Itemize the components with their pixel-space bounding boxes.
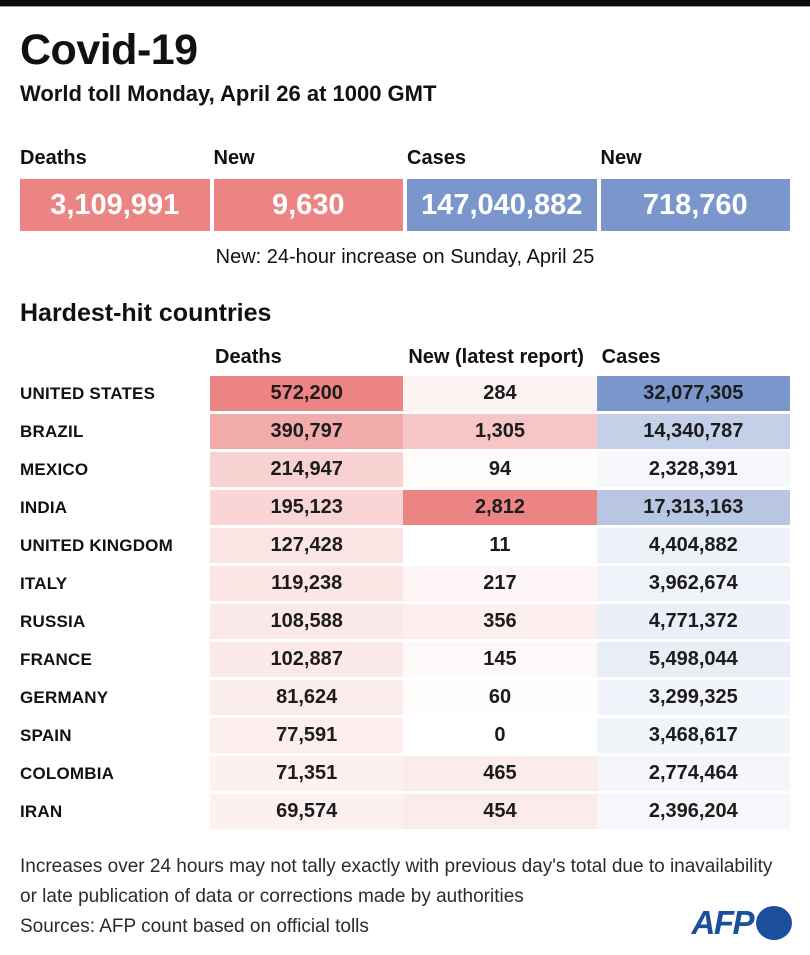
- cases-cell: 32,077,305: [596, 376, 790, 412]
- deaths-cell: 81,624: [210, 680, 404, 716]
- country-label: SPAIN: [20, 725, 72, 745]
- summary-value-new-deaths: 9,630: [213, 179, 403, 232]
- afp-logo: AFP: [691, 904, 792, 942]
- summary-label-new-deaths: New: [213, 147, 255, 170]
- deaths-cell: 108,588: [210, 604, 404, 640]
- country-label: GERMANY: [20, 687, 109, 707]
- country-label: BRAZIL: [20, 421, 84, 441]
- cases-cell: 14,340,787: [596, 414, 790, 450]
- country-label: INDIA: [20, 497, 68, 517]
- country-label: IRAN: [20, 801, 63, 821]
- cases-cell: 3,299,325: [596, 680, 790, 716]
- table-row: INDIA 195,123 2,812 17,313,163: [20, 490, 790, 526]
- cases-cell: 2,328,391: [596, 452, 790, 488]
- afp-globe-icon: [756, 906, 792, 940]
- table-row: MEXICO 214,947 94 2,328,391: [20, 452, 790, 488]
- deaths-cell: 119,238: [210, 566, 404, 602]
- new-cell: 217: [403, 566, 597, 602]
- country-label: MEXICO: [20, 459, 89, 479]
- deaths-cell: 572,200: [210, 376, 404, 412]
- footer-note-line1: Increases over 24 hours may not tally ex…: [20, 856, 773, 878]
- summary-section: Deaths 3,109,991 New 9,630 Cases 147,040…: [20, 147, 790, 232]
- new-definition-note: New: 24-hour increase on Sunday, April 2…: [215, 246, 595, 269]
- new-cell: 465: [403, 756, 597, 792]
- deaths-cell: 390,797: [210, 414, 404, 450]
- new-cell: 145: [403, 642, 597, 678]
- summary-label-cases: Cases: [407, 147, 466, 170]
- country-label: RUSSIA: [20, 611, 86, 631]
- new-cell: 2,812: [403, 490, 597, 526]
- new-cell: 11: [403, 528, 597, 564]
- table-row: FRANCE 102,887 145 5,498,044: [20, 642, 790, 678]
- summary-label-new-cases: New: [600, 147, 642, 170]
- table-row: GERMANY 81,624 60 3,299,325: [20, 680, 790, 716]
- deaths-cell: 195,123: [210, 490, 404, 526]
- table-row: UNITED STATES 572,200 284 32,077,305: [20, 376, 790, 412]
- summary-value-deaths: 3,109,991: [20, 179, 210, 232]
- page-subtitle: World toll Monday, April 26 at 1000 GMT: [20, 81, 437, 107]
- table-row: RUSSIA 108,588 356 4,771,372: [20, 604, 790, 640]
- footer-sources: Sources: AFP count based on official tol…: [20, 916, 369, 938]
- summary-cases-new: New 718,760: [600, 147, 790, 232]
- afp-logo-text: AFP: [691, 904, 755, 941]
- cases-cell: 2,396,204: [596, 794, 790, 830]
- deaths-cell: 69,574: [210, 794, 404, 830]
- deaths-cell: 214,947: [210, 452, 404, 488]
- table-row: ITALY 119,238 217 3,962,674: [20, 566, 790, 602]
- section-title: Hardest-hit countries: [20, 299, 272, 328]
- new-cell: 0: [403, 718, 597, 754]
- new-cell: 356: [403, 604, 597, 640]
- header-new: New (latest report): [408, 346, 584, 369]
- countries-table: Deaths New (latest report) Cases UNITED …: [20, 346, 790, 830]
- country-label: UNITED KINGDOM: [20, 535, 173, 555]
- footer-notes: Increases over 24 hours may not tally ex…: [20, 852, 790, 942]
- top-bar: [0, 0, 810, 7]
- table-header-row: Deaths New (latest report) Cases: [20, 346, 790, 369]
- summary-deaths-total: Deaths 3,109,991: [20, 147, 210, 232]
- deaths-cell: 102,887: [210, 642, 404, 678]
- cases-cell: 4,404,882: [596, 528, 790, 564]
- table-row: SPAIN 77,591 0 3,468,617: [20, 718, 790, 754]
- deaths-cell: 127,428: [210, 528, 404, 564]
- cases-cell: 2,774,464: [596, 756, 790, 792]
- header-deaths: Deaths: [215, 346, 282, 369]
- summary-cases-total: Cases 147,040,882: [407, 147, 597, 232]
- summary-label-deaths: Deaths: [20, 147, 87, 170]
- table-row: IRAN 69,574 454 2,396,204: [20, 794, 790, 830]
- table-row: BRAZIL 390,797 1,305 14,340,787: [20, 414, 790, 450]
- cases-cell: 3,962,674: [596, 566, 790, 602]
- new-cell: 94: [403, 452, 597, 488]
- header-country-spacer: [20, 346, 210, 369]
- deaths-cell: 71,351: [210, 756, 404, 792]
- table-row: UNITED KINGDOM 127,428 11 4,404,882: [20, 528, 790, 564]
- new-cell: 454: [403, 794, 597, 830]
- table-row: COLOMBIA 71,351 465 2,774,464: [20, 756, 790, 792]
- new-cell: 284: [403, 376, 597, 412]
- cases-cell: 4,771,372: [596, 604, 790, 640]
- new-cell: 60: [403, 680, 597, 716]
- deaths-cell: 77,591: [210, 718, 404, 754]
- summary-value-cases: 147,040,882: [407, 179, 597, 232]
- summary-deaths-new: New 9,630: [213, 147, 403, 232]
- cases-cell: 17,313,163: [596, 490, 790, 526]
- country-label: ITALY: [20, 573, 68, 593]
- new-cell: 1,305: [403, 414, 597, 450]
- cases-cell: 5,498,044: [596, 642, 790, 678]
- header-cases: Cases: [601, 346, 661, 369]
- table-body: UNITED STATES 572,200 284 32,077,305 BRAZIL 3…: [20, 376, 790, 830]
- country-label: FRANCE: [20, 649, 93, 669]
- summary-value-new-cases: 718,760: [600, 179, 790, 232]
- page-title: Covid-19: [20, 26, 198, 74]
- country-label: COLOMBIA: [20, 763, 115, 783]
- footer-note-line2: or late publication of data or correctio…: [20, 886, 524, 908]
- cases-cell: 3,468,617: [596, 718, 790, 754]
- country-label: UNITED STATES: [20, 383, 156, 403]
